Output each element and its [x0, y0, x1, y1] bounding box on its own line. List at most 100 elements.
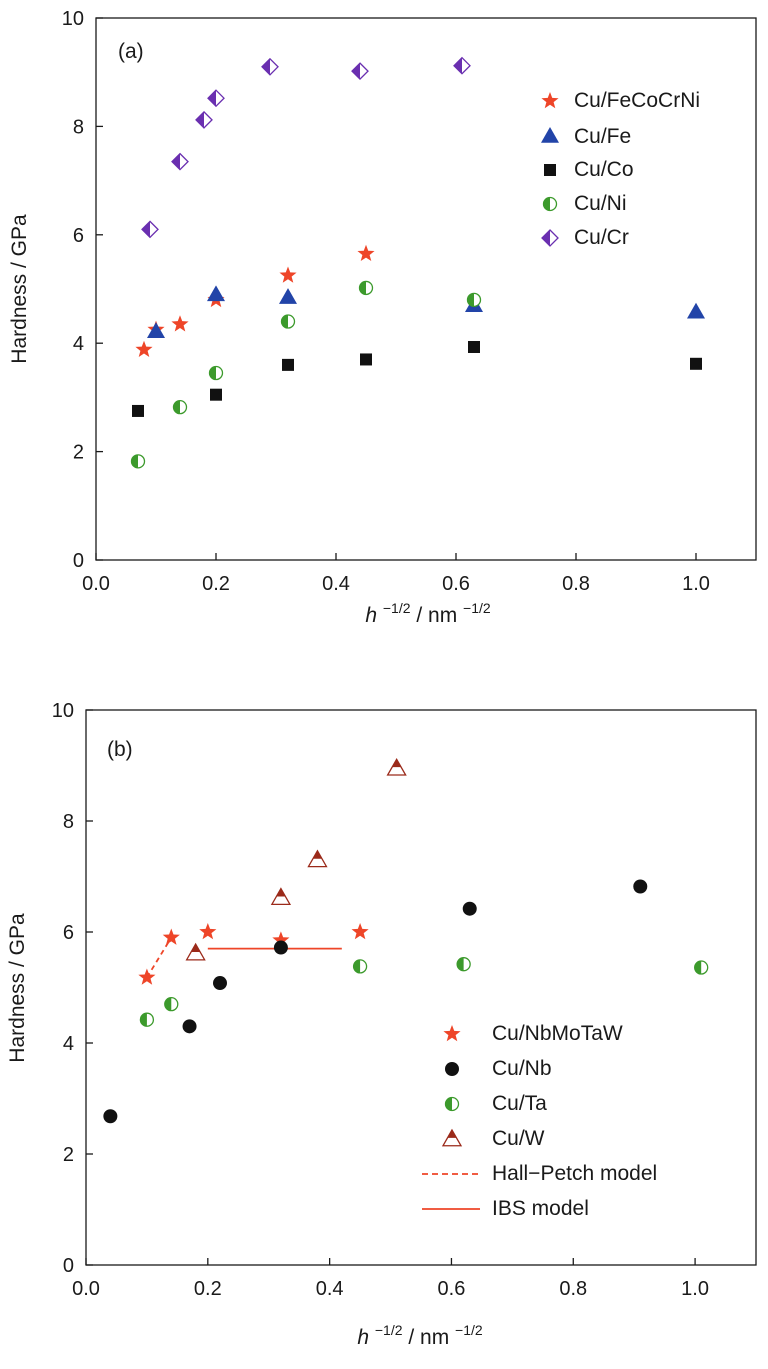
data-point-cu-ni — [466, 292, 482, 307]
legend-symbol-cu-fe — [541, 127, 559, 143]
legend-symbol-cu-ni — [542, 196, 558, 212]
x-tick-label: 0.6 — [438, 1278, 466, 1300]
data-point-cu-nbmotaw — [272, 931, 290, 948]
legend-label-cu-fe: Cu/Fe — [574, 125, 631, 148]
legend-label-hall-petch: Hall−Petch model — [492, 1162, 657, 1185]
data-point-cu-cr — [261, 57, 279, 76]
x-tick-label: 1.0 — [681, 1278, 709, 1300]
legend-symbol-cu-cr — [541, 229, 559, 247]
data-point-cu-fe — [279, 288, 297, 304]
data-point-cu-ta — [694, 960, 709, 975]
data-point-cu-ta — [456, 957, 471, 972]
legend-label-cu-nb: Cu/Nb — [492, 1057, 552, 1080]
y-tick-label: 0 — [63, 1255, 74, 1277]
y-tick-label: 4 — [63, 1033, 74, 1055]
data-point-cu-nb — [103, 1109, 118, 1124]
y-tick-label: 6 — [63, 922, 74, 944]
x-axis-label-unit-exp: −1/2 — [455, 1322, 483, 1338]
x-tick-label: 0.2 — [202, 573, 230, 595]
x-tick-labels: 0.0 0.2 0.4 0.6 0.8 1.0 — [82, 553, 710, 595]
data-point-cu-fecocrni — [279, 266, 297, 283]
data-point-cu-fe — [147, 322, 165, 339]
data-point-cu-cr — [171, 152, 189, 171]
legend-symbol-cu-fecocrni — [541, 92, 559, 109]
y-tick-labels: 0 2 4 6 8 10 — [62, 8, 103, 572]
legend-label-cu-ta: Cu/Ta — [492, 1092, 547, 1115]
data-point-cu-w — [386, 757, 407, 776]
legend-label-cu-w: Cu/W — [492, 1127, 545, 1150]
data-point-cu-nbmotaw — [138, 968, 156, 985]
legend-symbols — [422, 1025, 480, 1210]
data-point-cu-w — [185, 942, 206, 961]
legend-label-cu-cr: Cu/Cr — [574, 226, 629, 249]
plot-frame — [85, 709, 757, 1266]
chart-panel-a: 0.0 0.2 0.4 0.6 0.8 1.0 0 2 4 6 8 10 (a) Hardness … — [8, 8, 757, 627]
legend-label-ibs: IBS model — [492, 1197, 589, 1220]
data-point-cu-cr — [141, 220, 159, 239]
data-point-cu-co — [690, 357, 702, 370]
legend: Cu/NbMoTaW Cu/Nb Cu/Ta Cu/W Hall−Petch m… — [422, 1022, 657, 1220]
x-axis-label-exp: −1/2 — [383, 600, 411, 616]
y-tick-label: 6 — [73, 225, 84, 247]
y-tick-label: 8 — [73, 116, 84, 138]
x-tick-label: 0.4 — [316, 1278, 344, 1300]
legend-symbol-cu-nbmotaw — [443, 1025, 461, 1042]
x-tick-label: 0.0 — [72, 1278, 100, 1300]
y-tick-label: 2 — [73, 442, 84, 464]
chart-panel-b: 0.0 0.2 0.4 0.6 0.8 1.0 0 2 4 6 8 10 (b) Hardness … — [6, 700, 757, 1349]
x-axis-label-unit: / nm — [416, 604, 457, 627]
x-tick-label: 0.8 — [562, 573, 590, 595]
y-tick-label: 10 — [52, 700, 74, 722]
data-point-cu-fecocrni — [171, 315, 189, 332]
data-point-cu-cr — [351, 62, 369, 81]
data-point-cu-nb — [273, 940, 288, 955]
x-axis-label-var: h — [357, 1326, 369, 1349]
legend-symbol-cu-nb — [445, 1062, 459, 1076]
data-point-cu-ni — [280, 314, 296, 329]
data-point-cu-ni — [358, 280, 374, 296]
y-tick-label: 8 — [63, 811, 74, 833]
x-axis-label-var: h — [365, 604, 377, 627]
data-point-cu-fecocrni — [357, 244, 375, 262]
y-axis-label: Hardness / GPa — [6, 913, 29, 1063]
panel-label: (a) — [118, 40, 144, 63]
data-point-cu-co — [468, 340, 480, 353]
data-point-cu-ni — [208, 365, 224, 381]
y-tick-label: 4 — [73, 333, 84, 355]
x-tick-label: 1.0 — [682, 573, 710, 595]
legend-symbol-cu-w — [441, 1128, 463, 1147]
data-point-cu-co — [132, 404, 144, 417]
x-tick-label: 0.6 — [442, 573, 470, 595]
data-point-cu-nbmotaw — [162, 928, 180, 945]
data-point-cu-co — [210, 388, 222, 401]
plot-frame — [95, 17, 757, 561]
data-point-cu-ni — [130, 454, 146, 469]
data-point-cu-w — [307, 849, 328, 868]
x-tick-label: 0.2 — [194, 1278, 222, 1300]
data-point-cu-co — [282, 358, 294, 371]
x-tick-labels: 0.0 0.2 0.4 0.6 0.8 1.0 — [72, 1258, 709, 1300]
x-axis-label: h −1/2 / nm −1/2 — [357, 1317, 483, 1349]
legend-symbol-cu-co — [544, 164, 556, 176]
data-point-cu-cr — [195, 110, 213, 129]
data-point-cu-nb — [182, 1019, 197, 1034]
legend-symbols — [541, 92, 559, 247]
data-point-cu-fe — [207, 285, 225, 302]
y-tick-labels: 0 2 4 6 8 10 — [52, 700, 93, 1277]
panel-label: (b) — [107, 738, 133, 761]
data-point-cu-ta — [352, 959, 368, 974]
data-point-cu-cr — [453, 56, 471, 75]
data-point-cu-nb — [633, 879, 648, 894]
legend-symbol-cu-ta — [444, 1096, 460, 1112]
data-point-cu-fe — [687, 302, 705, 319]
x-axis-label: h −1/2 / nm −1/2 — [365, 595, 491, 627]
data-marks — [103, 757, 709, 1124]
legend-label-cu-ni: Cu/Ni — [574, 192, 627, 215]
y-tick-label: 2 — [63, 1144, 74, 1166]
data-point-cu-nbmotaw — [351, 923, 369, 940]
legend: Cu/FeCoCrNi Cu/Fe Cu/Co Cu/Ni Cu/Cr — [541, 89, 700, 249]
data-marks — [130, 56, 705, 469]
x-tick-label: 0.8 — [559, 1278, 587, 1300]
data-point-cu-nbmotaw — [199, 923, 217, 940]
